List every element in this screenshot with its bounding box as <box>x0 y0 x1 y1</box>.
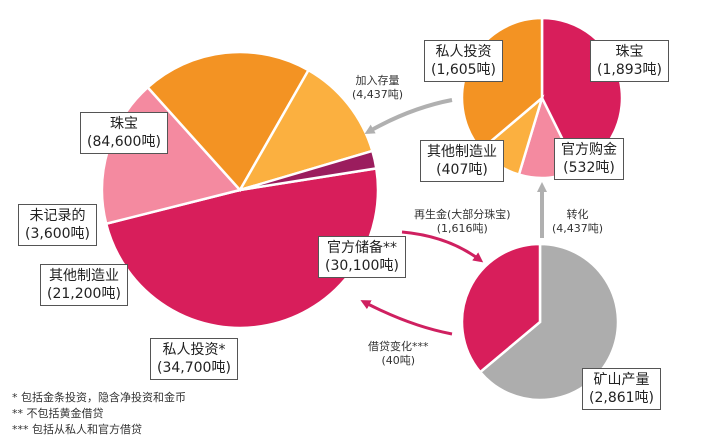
flow-label-stock-addition: 加入存量 (4,437吨) <box>352 74 404 101</box>
slice-label-stock-jewellery: 珠宝 (84,600吨) <box>80 112 168 154</box>
slice-label-demand-jewellery: 珠宝 (1,893吨) <box>590 40 670 82</box>
lending-arrow <box>360 300 453 336</box>
above-ground-stocks-slice-4 <box>239 149 378 192</box>
slice-label-demand-other-fabrication: 其他制造业 (407吨) <box>420 140 504 182</box>
slice-label-demand-private-investment: 私人投资 (1,605吨) <box>424 40 504 82</box>
recycling-arrow <box>401 230 484 263</box>
footnote: *** 包括从私人和官方借贷 <box>12 423 142 436</box>
flow-label-recycling: 再生金(大部分珠宝) (1,616吨) <box>414 208 511 235</box>
slice-label-demand-official: 官方购金 (532吨) <box>554 138 624 180</box>
flow-label-transfer: 转化 (4,437吨) <box>552 208 604 235</box>
flow-label-lending: 借贷变化*** (40吨) <box>368 340 429 367</box>
above-ground-stocks-slice-0 <box>104 166 380 330</box>
slice-label-stock-other-fabrication: 其他制造业 (21,200吨) <box>40 264 128 306</box>
footnote: ** 不包括黄金借贷 <box>12 407 104 420</box>
above-ground-stocks-slice-2 <box>145 50 311 193</box>
footnote: * 包括金条投资，隐含净投资和金币 <box>12 391 186 404</box>
slice-label-stock-unrecorded: 未记录的 (3,600吨) <box>18 204 98 246</box>
annual-supply-slice-1 <box>460 242 542 374</box>
stock-addition-arrow <box>364 98 453 134</box>
slice-label-stock-private-investment: 私人投资* (34,700吨) <box>150 338 238 380</box>
footnotes: * 包括金条投资，隐含净投资和金币 ** 不包括黄金借贷 *** 包括从私人和官… <box>12 390 186 438</box>
slice-label-supply-mine-production: 矿山产量 (2,861吨) <box>582 368 662 410</box>
annual-supply-slice-0 <box>478 242 620 402</box>
slice-label-stock-official: 官方储备** (30,100吨) <box>318 236 406 278</box>
